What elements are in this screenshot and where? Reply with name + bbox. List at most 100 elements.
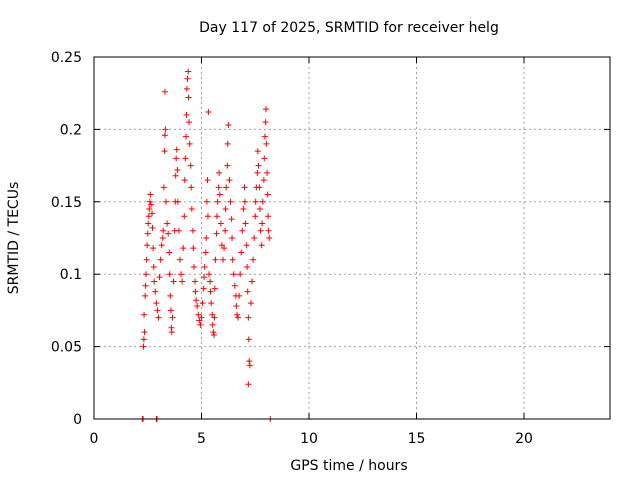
data-point (183, 111, 190, 118)
data-point (198, 314, 205, 321)
data-point (258, 242, 265, 249)
x-tick-label: 15 (408, 431, 426, 447)
data-point (247, 300, 254, 307)
data-point (144, 242, 151, 249)
data-point (174, 166, 181, 173)
data-point (188, 206, 195, 213)
data-point (152, 288, 159, 295)
data-point (164, 220, 171, 227)
data-point (216, 191, 223, 198)
data-point (237, 271, 244, 278)
data-point (190, 263, 197, 270)
data-point (215, 184, 222, 191)
data-point (150, 263, 157, 270)
axis-ticks: 0 5 10 15 20 0 0.05 0.1 0.15 0.2 0.25 (51, 50, 611, 447)
data-point (228, 216, 235, 223)
data-point (146, 198, 153, 205)
y-tick-label: 0.15 (51, 195, 82, 211)
data-point (264, 169, 271, 176)
data-point (207, 278, 214, 285)
data-point (252, 213, 259, 220)
chart-title: Day 117 of 2025, SRMTID for receiver hel… (199, 20, 499, 36)
data-point (211, 285, 218, 292)
data-point (173, 155, 180, 162)
data-point (214, 198, 221, 205)
data-point (206, 271, 213, 278)
data-point (166, 271, 173, 278)
data-point (216, 169, 223, 176)
data-point (243, 242, 250, 249)
data-point (174, 198, 181, 205)
data-point (157, 256, 164, 263)
data-point (245, 336, 252, 343)
data-point (140, 336, 147, 343)
data-point (207, 288, 214, 295)
data-point (146, 206, 153, 213)
x-tick-label: 10 (300, 431, 318, 447)
data-point (240, 206, 247, 213)
data-point (188, 184, 195, 191)
data-point (142, 282, 149, 289)
data-point (185, 94, 192, 101)
data-point (213, 213, 220, 220)
data-point (203, 198, 210, 205)
data-point (250, 256, 257, 263)
data-point (260, 177, 267, 184)
data-point (140, 343, 147, 350)
data-point (161, 88, 168, 95)
data-point (233, 303, 240, 310)
data-point (168, 329, 175, 336)
y-tick-label: 0.05 (51, 340, 82, 356)
data-point (186, 140, 193, 147)
data-point (242, 220, 249, 227)
data-point (201, 274, 208, 281)
data-point (209, 321, 216, 328)
data-point (222, 206, 229, 213)
data-point (259, 198, 266, 205)
x-tick-label: 20 (515, 431, 533, 447)
data-point (236, 292, 243, 299)
data-point (144, 230, 151, 237)
data-point (165, 230, 172, 237)
data-point (158, 242, 165, 249)
data-point (213, 230, 220, 237)
data-point (203, 235, 210, 241)
data-point (230, 271, 237, 278)
data-point (160, 184, 167, 191)
data-point (151, 278, 158, 285)
data-point (161, 132, 168, 139)
data-point (222, 227, 229, 234)
data-point (195, 311, 202, 318)
data-point (173, 146, 180, 153)
data-point (169, 314, 176, 321)
data-point (263, 140, 270, 147)
data-point (141, 311, 148, 318)
data-point (223, 184, 230, 191)
data-point (259, 220, 266, 227)
data-point (265, 227, 272, 234)
data-point (162, 126, 169, 133)
data-point (235, 314, 242, 321)
data-point (211, 314, 218, 321)
data-point (264, 191, 271, 198)
data-point (261, 155, 268, 162)
data-point (149, 224, 156, 231)
data-point (246, 362, 253, 369)
data-point (261, 133, 268, 140)
data-point (161, 148, 168, 155)
data-point (150, 245, 157, 252)
plot-frame (93, 56, 611, 420)
data-point (210, 332, 217, 339)
data-point (221, 245, 228, 252)
data-point (245, 314, 252, 321)
data-point (145, 213, 152, 220)
data-point (224, 162, 231, 169)
data-point (229, 235, 236, 241)
data-point (147, 191, 154, 198)
data-point (224, 140, 231, 147)
data-point (155, 314, 162, 321)
data-point (190, 245, 197, 252)
data-point (163, 198, 170, 205)
y-axis-label: SRMTID / TECUs (6, 182, 22, 295)
data-point (208, 300, 215, 307)
